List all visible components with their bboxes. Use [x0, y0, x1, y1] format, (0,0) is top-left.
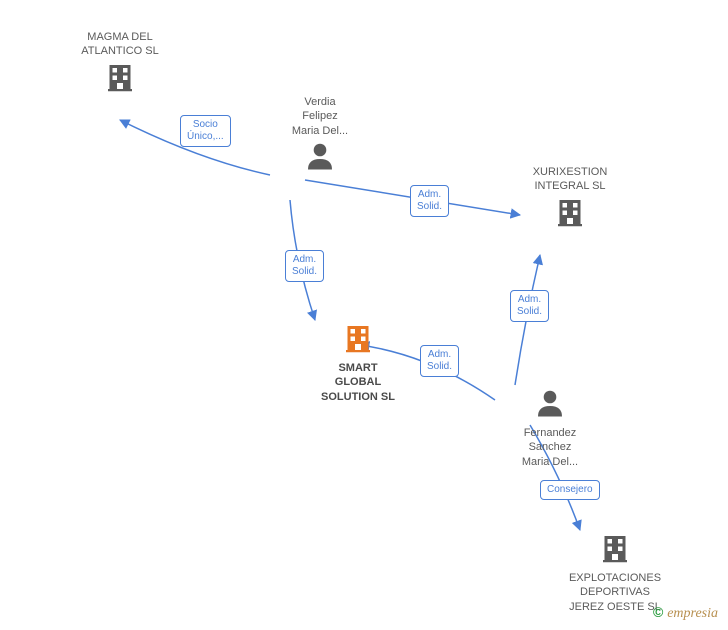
edge-label-fernandez-smart: Adm.Solid.	[420, 345, 459, 377]
building-icon	[340, 320, 376, 361]
node-smart[interactable]: SMARTGLOBALSOLUTION SL	[298, 320, 418, 404]
edge-label-fernandez-explotaciones: Consejero	[540, 480, 600, 500]
node-label-verdia: VerdiaFelipezMaria Del...	[260, 95, 380, 138]
node-verdia[interactable]: VerdiaFelipezMaria Del...	[260, 95, 380, 179]
node-explotaciones[interactable]: EXPLOTACIONESDEPORTIVASJEREZ OESTE SL	[555, 530, 675, 614]
edge-label-fernandez-xurixestion: Adm.Solid.	[510, 290, 549, 322]
node-xurixestion[interactable]: XURIXESTIONINTEGRAL SL	[510, 165, 630, 235]
node-label-smart: SMARTGLOBALSOLUTION SL	[298, 361, 418, 404]
node-fernandez[interactable]: FernandezSanchezMaria Del...	[490, 385, 610, 469]
node-label-xurixestion: XURIXESTIONINTEGRAL SL	[510, 165, 630, 194]
node-label-magma: MAGMA DELATLANTICO SL	[60, 30, 180, 59]
brand-name: empresia	[667, 606, 718, 621]
watermark: © empresia	[653, 604, 718, 622]
person-icon	[302, 138, 338, 179]
edge-label-verdia-xurixestion: Adm.Solid.	[410, 185, 449, 217]
person-icon	[532, 385, 568, 426]
building-icon	[552, 194, 588, 235]
edge-label-verdia-magma: SocioÚnico,...	[180, 115, 231, 147]
building-icon	[597, 530, 633, 571]
edge-label-verdia-smart: Adm.Solid.	[285, 250, 324, 282]
building-icon	[102, 59, 138, 100]
node-label-fernandez: FernandezSanchezMaria Del...	[490, 426, 610, 469]
copyright-symbol: ©	[653, 604, 663, 620]
node-magma[interactable]: MAGMA DELATLANTICO SL	[60, 30, 180, 100]
